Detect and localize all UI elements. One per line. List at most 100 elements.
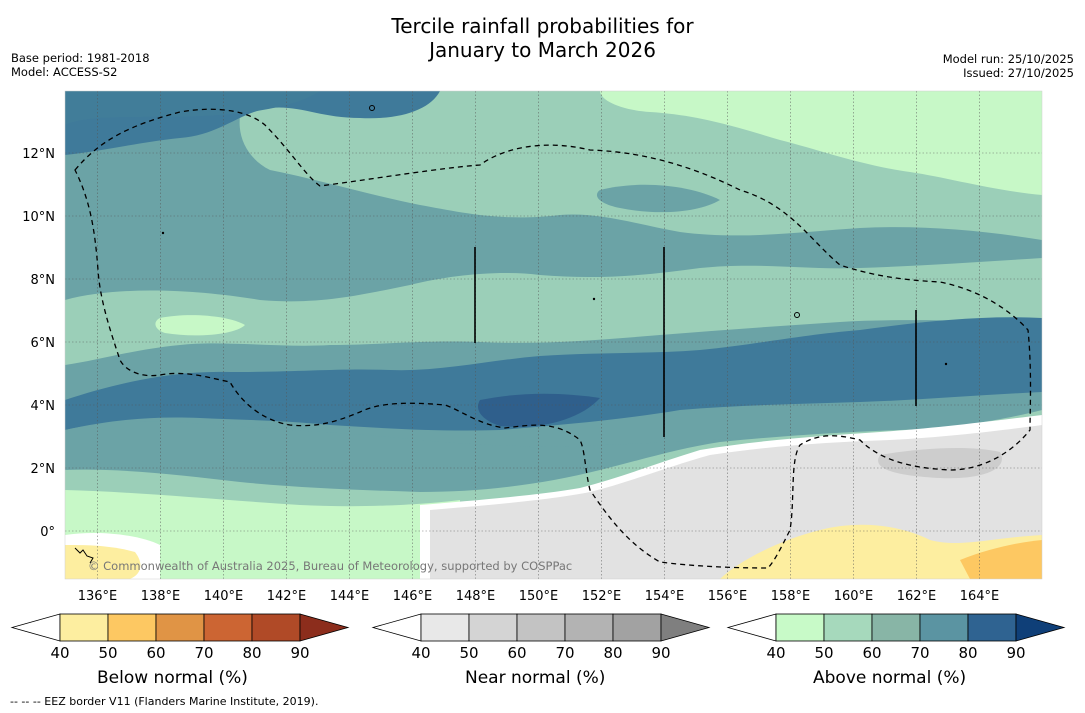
colorbar-tick: 50 [98,644,117,662]
grid-lines [65,91,1042,579]
colorbar-segment [823,613,873,642]
title-line-2: January to March 2026 [429,38,656,62]
colorbar-segment [107,613,157,642]
colorbar-segment [775,613,825,642]
colorbar-above: 40 50 60 70 80 90 [726,613,1066,662]
title-line-1: Tercile rainfall probabilities for [391,14,694,38]
legends: 40 50 60 70 80 90 40 50 60 70 80 90 40 50 60 70 80 90 [10,613,1066,662]
lon-label: 158°E [771,589,811,604]
lat-label: 10°N [22,210,55,225]
colorbar-tick: 70 [194,644,213,662]
colorbar-tick: 40 [766,644,785,662]
legend-title-above: Above normal (%) [813,668,967,688]
near-above-mid-band [65,258,1042,365]
lon-label: 154°E [645,589,685,604]
colorbar-tick: 40 [50,644,69,662]
lon-label: 144°E [330,589,370,604]
colorbar-segment [468,613,518,642]
colorbar-tick: 90 [290,644,309,662]
colorbar-segment [612,613,662,642]
colorbar-tick: 60 [862,644,881,662]
colorbar-segment [155,613,205,642]
issued-text: Issued: 27/10/2025 [963,66,1074,80]
above-80-region-northwest-inner [65,91,320,125]
colorbar-high-arrow [1015,613,1066,642]
lon-label: 152°E [582,589,622,604]
model-run-text: Model run: 25/10/2025 [942,52,1074,66]
near-normal-50-60 [878,448,1002,479]
island-outline [794,312,800,318]
map-title: Tercile rainfall probabilities for Janua… [0,14,1085,62]
island-outline [369,105,375,111]
colorbar-segment [967,613,1017,642]
colorbar-tick: 80 [603,644,622,662]
lat-label: 2°N [31,462,56,477]
lon-label: 148°E [456,589,496,604]
model-text: Model: ACCESS-S2 [11,65,118,79]
above-50-region-north [600,91,1042,195]
above-50-patch-mid [155,315,245,336]
lat-label: 6°N [31,336,56,351]
legend-title-near: Near normal (%) [465,668,606,688]
colorbar-tick: 90 [651,644,670,662]
colorbar-tick: 80 [958,644,977,662]
island-speck [944,362,948,366]
lat-label: 12°N [22,147,55,162]
colorbar-segment [871,613,921,642]
lon-label: 150°E [519,589,559,604]
colorbar-segment [59,613,109,642]
below-50-southeast [720,524,1042,579]
colorbar-near: 40 50 60 70 80 90 [371,613,711,662]
copyright-text: © Commonwealth of Australia 2025, Bureau… [88,559,572,573]
colorbar-segment [420,613,470,642]
colorbar-tick: 80 [242,644,261,662]
map-panel: © Commonwealth of Australia 2025, Bureau… [65,91,1042,579]
colorbar-low-arrow [371,613,422,642]
lon-label: 146°E [393,589,433,604]
colorbar-segment [203,613,253,642]
colorbar-segment [919,613,969,642]
colorbar-tick: 40 [411,644,430,662]
eez-footnote: -- -- -- EEZ border V11 (Flanders Marine… [10,695,319,708]
lat-label: 4°N [31,399,56,414]
lon-label: 162°E [897,589,937,604]
lon-label: 156°E [708,589,748,604]
colorbar-tick: 50 [459,644,478,662]
colorbar-low-arrow [10,613,61,642]
below-60-southeast [960,540,1042,579]
colorbar-segment [516,613,566,642]
above-50-south [65,490,460,579]
lon-label: 164°E [960,589,1000,604]
meta-left: Base period: 1981-2018 Model: ACCESS-S2 [11,51,150,79]
colorbar-low-arrow [726,613,777,642]
coastline-new-guinea [74,547,94,564]
lat-label: 8°N [31,273,56,288]
colorbar-tick: 60 [146,644,165,662]
island-speck [161,231,165,235]
lon-label: 136°E [78,589,118,604]
island-speck [592,297,596,301]
lon-label: 138°E [141,589,181,604]
latitude-labels: 12°N 10°N 8°N 6°N 4°N 2°N 0° [22,147,55,540]
above-70-patch [596,184,720,213]
base-period-text: Base period: 1981-2018 [11,51,150,65]
colorbar-segment [564,613,614,642]
above-90-core [478,393,600,427]
map-frame [64,90,1043,580]
colorbar-high-arrow [660,613,711,642]
colorbar-tick: 70 [555,644,574,662]
colorbar-tick: 70 [910,644,929,662]
eez-border [74,108,1032,569]
longitude-labels: 136°E 138°E 140°E 142°E 144°E 146°E 148°E 150°E… [78,589,1000,604]
colorbar-high-arrow [299,613,350,642]
legend-title-below: Below normal (%) [97,668,248,688]
colorbar-tick: 90 [1006,644,1025,662]
lon-label: 160°E [834,589,874,604]
lat-label: 0° [40,525,55,540]
colorbar-below: 40 50 60 70 80 90 [10,613,350,662]
colorbar-tick: 50 [814,644,833,662]
colorbar-tick: 60 [507,644,526,662]
meta-right: Model run: 25/10/2025 Issued: 27/10/2025 [943,52,1074,80]
below-50-southwest [65,545,141,579]
